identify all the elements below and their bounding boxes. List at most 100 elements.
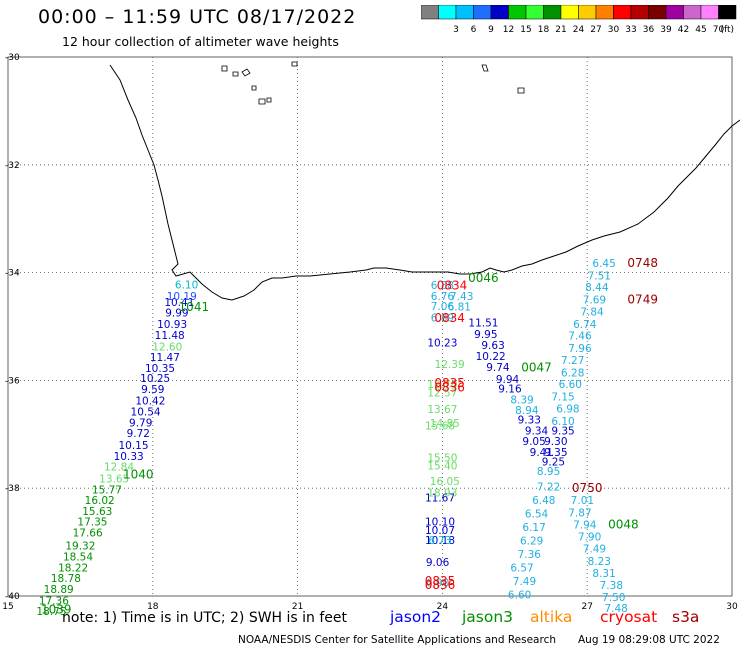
wave-height-reading: 8.44 (585, 282, 609, 294)
colorbar-tick-label: 6 (471, 25, 477, 35)
wave-height-reading: 7.94 (573, 519, 597, 531)
wave-height-reading: 12.39 (435, 359, 465, 371)
wave-height-reading: 6.90 (426, 578, 449, 590)
wave-height-reading: 9.79 (129, 417, 152, 429)
wave-height-reading: 10.10 (425, 517, 455, 529)
wave-height-reading: 7.46 (568, 331, 592, 343)
wave-height-reading: 6.81 (448, 302, 471, 314)
wave-height-reading: 13.67 (427, 404, 457, 416)
wave-height-reading: 10.15 (118, 440, 148, 452)
axis-tick-labels: 15 18 21 24 27 30 -30 -32 -34 -36 -38 -40 (2, 53, 738, 612)
pass-time-label: 0836 (425, 578, 456, 592)
colorbar-tick-label: 24 (573, 25, 585, 35)
wave-height-reading: 10.93 (157, 319, 187, 331)
colorbar-tick-label: 12 (503, 25, 514, 35)
wave-height-reading: 9.05 (522, 436, 545, 448)
wave-height-reading: 6.57 (510, 562, 533, 574)
wave-height-reading: 6.54 (525, 509, 549, 521)
wave-height-reading: 7.49 (583, 544, 606, 556)
wave-height-reading: 8.95 (537, 466, 560, 478)
pass-time-label: 0047 (521, 360, 552, 374)
wave-height-reading: 15.77 (92, 484, 122, 496)
wave-height-reading: 10.25 (140, 373, 170, 385)
wave-height-reading: 7.51 (588, 270, 611, 282)
wave-height-reading: 10.07 (425, 525, 455, 537)
pass-time-label: 1040 (123, 468, 154, 482)
wave-height-reading: 7.43 (450, 291, 473, 303)
wave-height-reading: 7.22 (537, 482, 560, 494)
altimeter-readings: 10.419.9910.9311.4811.4710.3510.259.5910… (36, 256, 658, 618)
colorbar-tick-label: 33 (625, 25, 636, 35)
latitude-tick-label: -40 (5, 592, 20, 602)
wave-height-reading: 10.41 (164, 297, 194, 309)
wave-height-reading: 15.50 (427, 452, 457, 464)
pass-time-label: 0836 (434, 380, 465, 394)
wave-height-reading: 6.98 (556, 403, 579, 415)
wave-height-reading: 9.30 (544, 436, 567, 448)
wave-height-reading: 9.63 (481, 340, 504, 352)
wave-height-reading: 6.89 (431, 312, 454, 324)
colorbar-tick-label: 70 (713, 25, 725, 35)
wave-height-reading: 6.60 (508, 589, 531, 601)
wave-height-reading: 6.29 (520, 535, 543, 547)
wave-height-reading: 15.68 (425, 421, 455, 433)
wave-height-reading: 7.48 (604, 603, 627, 615)
pass-time-label: 0834 (437, 279, 468, 293)
wave-height-reading: 7.96 (568, 343, 592, 355)
wave-height-reading: 17.36 (39, 595, 69, 607)
wave-height-reading: 6.48 (532, 495, 555, 507)
longitude-tick-label: 30 (726, 602, 738, 612)
pass-time-label: 0046 (468, 271, 499, 285)
latitude-tick-label: -38 (5, 484, 20, 494)
colorbar-tick-label: 21 (555, 25, 566, 35)
longitude-tick-label: 24 (437, 602, 449, 612)
colorbar-swatch (718, 5, 737, 20)
wave-height-reading: 9.72 (127, 428, 150, 440)
wave-height-reading: 10.22 (476, 351, 506, 363)
pass-time-label: 0835 (434, 376, 465, 390)
chart-subtitle: 12 hour collection of altimeter wave hei… (62, 34, 339, 49)
wave-height-reading: 16.05 (430, 476, 460, 488)
wave-height-reading: 17.66 (73, 527, 103, 539)
map-gridlines (7, 56, 733, 597)
colorbar-tick-label: 3 (453, 25, 459, 35)
pass-time-label: 0048 (608, 517, 639, 531)
colorbar-tick-label: 36 (643, 25, 655, 35)
wave-height-reading: 10.42 (135, 395, 165, 407)
map-frame (7, 56, 733, 597)
wave-height-reading: 9.16 (498, 383, 522, 395)
latitude-tick-label: -34 (5, 269, 20, 279)
satellite-legend-cryosat: cryosat (600, 608, 658, 626)
wave-height-reading: 10.35 (145, 363, 175, 375)
colorbar-tick-label: 9 (488, 25, 494, 35)
wave-height-reading: 8.39 (510, 394, 533, 406)
wave-height-reading: 17.35 (77, 517, 107, 529)
satellite-legend-altika: altika (530, 608, 573, 626)
wave-height-reading: 11.67 (425, 492, 455, 504)
offshore-islands (221, 61, 525, 105)
wave-height-reading: 9.99 (165, 307, 188, 319)
wave-height-reading: 18.54 (63, 552, 93, 564)
coastline-south-africa (109, 64, 740, 301)
wave-height-reading: 10.19 (167, 291, 197, 303)
pass-time-label: 0749 (627, 293, 658, 307)
wave-height-reading: 16.02 (85, 495, 115, 507)
wave-height-reading: 8.31 (592, 568, 615, 580)
wave-height-reading: 9.94 (496, 374, 520, 386)
pass-time-label: 0748 (627, 256, 658, 270)
wave-height-reading: 7.69 (583, 295, 606, 307)
wave-height-reading: 12.60 (152, 341, 182, 353)
colorbar-tick-label: 18 (538, 25, 550, 35)
colorbar-tick-label: 27 (590, 25, 601, 35)
wave-height-reading: 8.23 (588, 556, 611, 568)
latitude-tick-label: -32 (5, 161, 20, 171)
wave-height-reading: 9.95 (474, 329, 497, 341)
wave-height-reading: 19.32 (65, 540, 95, 552)
wave-height-reading: 10.54 (131, 407, 161, 419)
wave-height-reading: 6.10 (175, 279, 198, 291)
wave-height-reading: 7.06 (431, 301, 455, 313)
map-border (7, 56, 733, 597)
colorbar-unit: (ft) (720, 25, 734, 35)
wave-height-reading: 9.74 (486, 362, 510, 374)
wave-height-reading: 6.74 (573, 319, 597, 331)
